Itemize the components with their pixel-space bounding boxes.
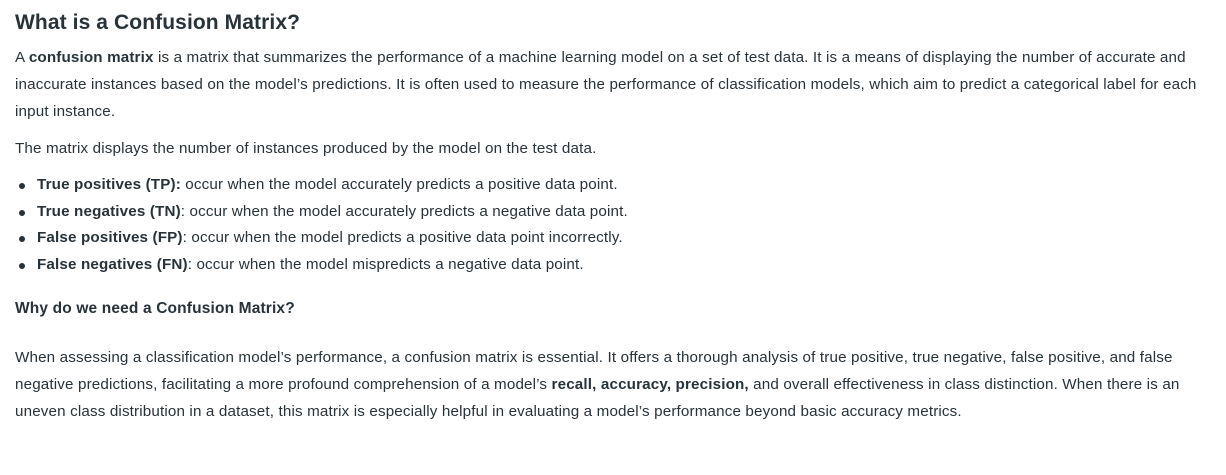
confusion-matrix-term: confusion matrix [28,49,154,66]
outcome-list: True positives (TP): occur when the mode… [15,172,1212,278]
list-item-term: True positives (TP): [37,176,181,193]
list-item-description: : occur when the model predicts a positi… [182,229,623,246]
list-item-description: : occur when the model mispredicts a neg… [187,255,584,273]
intro-text-start: A [15,49,29,66]
section-subheading: Why do we need a Confusion Matrix? [15,300,295,317]
bullet-dot-icon [19,262,25,269]
intro-paragraph: A confusion matrix is a matrix that summ… [15,44,1212,125]
list-item: False positives (FP): occur when the mod… [15,225,1212,252]
page-title: What is a Confusion Matrix? [15,11,301,34]
bullet-dot-icon [19,209,25,216]
matrix-description-paragraph: The matrix displays the number of instan… [15,140,597,157]
list-item-term: False positives (FP) [37,229,183,246]
why-text-start: When assessing a classification model’s … [15,349,1173,393]
article-content: What is a Confusion Matrix? A confusion … [0,10,1226,425]
bullet-dot-icon [19,183,25,189]
list-item-description: : occur when the model accurately predic… [180,202,628,220]
list-item: True negatives (TN): occur when the mode… [15,199,1212,226]
list-item: False negatives (FN): occur when the mod… [15,252,1212,279]
why-paragraph: When assessing a classification model’s … [15,344,1212,425]
list-item-term: False negatives (FN) [37,255,188,273]
list-item-term: True negatives (TN) [37,202,181,220]
metrics-terms: recall, accuracy, precision, [551,376,749,393]
why-text-rest: and overall effectiveness in class disti… [15,376,1180,420]
list-item-description: occur when the model accurately predicts… [180,176,618,193]
bullet-dot-icon [19,236,25,242]
list-item: True positives (TP): occur when the mode… [15,172,1212,199]
intro-text-rest: is a matrix that summarizes the performa… [15,49,1197,120]
